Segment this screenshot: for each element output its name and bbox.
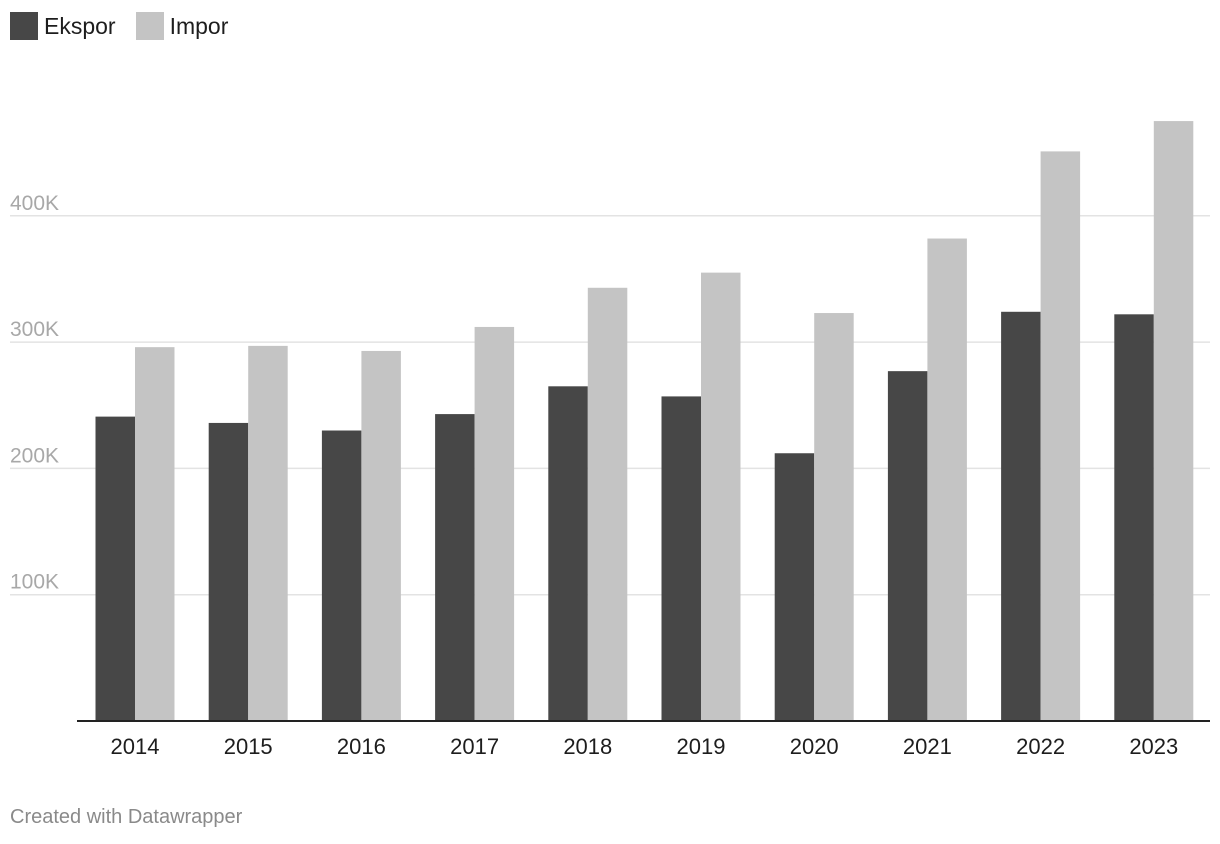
y-axis-labels: 100K 200K 300K 400K: [10, 192, 59, 594]
y-tick-label: 200K: [10, 444, 59, 467]
bar-impor-2019: [701, 272, 741, 721]
bar-impor-2017: [474, 326, 515, 721]
legend-swatch-impor: [135, 12, 164, 40]
bar-impor-2023: [1153, 121, 1194, 721]
bar-impor-2022: [1040, 151, 1081, 722]
bar-ekspor-2023: [1114, 314, 1154, 721]
legend-item-ekspor: Ekspor: [10, 12, 116, 40]
x-tick-label: 2020: [790, 734, 839, 759]
x-tick-label: 2023: [1129, 734, 1178, 759]
bar-ekspor-2022: [1001, 311, 1041, 721]
bar-ekspor-2020: [774, 453, 815, 721]
y-tick-label: 400K: [10, 192, 59, 215]
bar-impor-2020: [814, 313, 854, 721]
x-tick-label: 2022: [1016, 734, 1065, 759]
bars: [95, 121, 1194, 722]
bar-ekspor-2016: [321, 430, 362, 721]
bar-impor-2014: [135, 347, 175, 721]
x-tick-label: 2014: [111, 734, 160, 759]
bar-impor-2018: [587, 287, 628, 721]
x-tick-label: 2016: [337, 734, 386, 759]
y-tick-label: 300K: [10, 318, 59, 341]
legend-item-impor: Impor: [135, 12, 229, 40]
bar-ekspor-2018: [548, 386, 588, 721]
datawrapper-credit: Created with Datawrapper: [10, 806, 243, 828]
x-tick-label: 2021: [903, 734, 952, 759]
legend-label-ekspor: Ekspor: [44, 12, 116, 39]
x-tick-label: 2018: [563, 734, 612, 759]
bar-ekspor-2019: [661, 396, 701, 721]
bar-ekspor-2015: [208, 422, 249, 721]
legend-swatch-ekspor: [10, 12, 38, 40]
bar-ekspor-2017: [435, 414, 475, 721]
x-tick-label: 2017: [450, 734, 499, 759]
x-tick-label: 2015: [224, 734, 273, 759]
x-axis-labels: 2014 2015 2016 2017 2018 2019 2020 2021 2022 2023: [111, 734, 1179, 759]
bar-impor-2016: [361, 350, 401, 721]
bar-impor-2015: [248, 345, 288, 721]
bar-ekspor-2014: [95, 416, 135, 721]
legend-label-impor: Impor: [169, 12, 229, 39]
chart-legend: Ekspor Impor: [10, 12, 248, 40]
y-tick-label: 100K: [10, 571, 59, 594]
bar-impor-2021: [927, 238, 967, 721]
x-tick-label: 2019: [677, 734, 726, 759]
bar-ekspor-2021: [887, 371, 928, 721]
